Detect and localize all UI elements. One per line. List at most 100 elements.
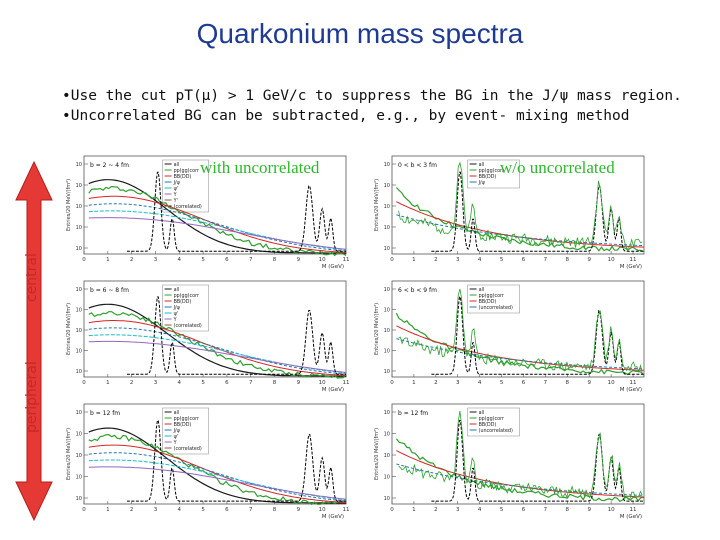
x-tick-label: 7 — [249, 380, 253, 386]
legend-entry: BB(DD) — [479, 174, 497, 180]
legend-entry: (uncorrelated) — [479, 428, 513, 434]
x-tick-label: 0 — [390, 507, 394, 513]
y-tick-label: 10 — [384, 453, 390, 459]
x-tick-label: 7 — [544, 380, 548, 386]
y-tick-label: 10 — [76, 349, 82, 355]
x-tick-label: 1 — [106, 507, 110, 513]
x-tick-label: 6 — [522, 380, 526, 386]
x-tick-label: 0 — [82, 380, 86, 386]
x-tick-label: 5 — [500, 257, 504, 263]
x-tick-label: 4 — [178, 257, 182, 263]
legend-entry: pp(gg)corr — [174, 293, 199, 299]
y-tick-label: 10 — [384, 246, 390, 252]
plot-condition-label: 0 < b < 3 fm — [398, 162, 437, 169]
x-tick-label: 8 — [273, 507, 277, 513]
bullet-list: •Use the cut pT(μ) > 1 GeV/c to suppress… — [62, 86, 682, 126]
x-tick-label: 10 — [608, 507, 615, 513]
plot-frame — [83, 280, 347, 378]
legend-entry: pp(gg)corr — [174, 168, 199, 174]
plot-ylabel: Entries/20 MeV/(fm²) — [66, 179, 72, 231]
plot-mid-right: Entries/20 MeV/(fm²) 0 1 2 3 4 5 6 7 8 9 10 11 M (GeV… — [370, 275, 652, 393]
peripheral-label: peripheral — [24, 361, 40, 433]
x-tick-label: 11 — [630, 507, 637, 513]
x-tick-label: 3 — [154, 380, 158, 386]
x-tick-label: 5 — [201, 257, 205, 263]
legend-entry: pp(gg)corr — [479, 168, 504, 174]
plot-svg-mid-left: Entries/20 MeV/(fm²) 0 1 2 3 4 5 6 7 8 9 10 11M (GeV… — [66, 280, 350, 393]
resonance-peaks — [126, 296, 346, 375]
x-tick-label: 10 — [608, 257, 615, 263]
plot-periph-right: Entries/20 MeV/(fm²) 0 1 2 3 4 5 6 7 8 9 10 11 M (GeV… — [370, 398, 652, 520]
series-line — [396, 214, 644, 247]
legend-box — [162, 159, 209, 213]
y-tick-label: 10 — [384, 496, 390, 502]
x-tick-label: 7 — [249, 507, 253, 513]
legend-entry: BB(DD) — [479, 422, 497, 428]
plot-ylabel: Entries/20 MeV/(fm²) — [374, 428, 380, 480]
plot-frame — [83, 155, 347, 255]
y-tick-label: 10 — [76, 410, 82, 416]
plot-mid-left: Entries/20 MeV/(fm²) 0 1 2 3 4 5 6 7 8 9 10 11 M (GeV… — [62, 275, 354, 393]
legend-entry: (correlated) — [174, 446, 202, 452]
x-tick-label: 5 — [500, 380, 504, 386]
legend-entry: (uncorrelated) — [479, 305, 513, 311]
resonance-peaks — [126, 420, 346, 502]
legend-entry: all — [174, 162, 180, 168]
y-tick-label: 10 — [384, 369, 390, 375]
y-tick-label: 10 — [76, 475, 82, 481]
x-tick-label: 4 — [478, 380, 482, 386]
data-histogram — [398, 410, 643, 501]
y-tick-label: 10 — [76, 369, 82, 375]
x-tick-label: 5 — [201, 380, 205, 386]
x-tick-label: 4 — [478, 257, 482, 263]
x-tick-label: 7 — [249, 257, 253, 263]
x-tick-label: 9 — [297, 257, 301, 263]
plot-svg-periph-left: Entries/20 MeV/(fm²) 0 1 2 3 4 5 6 7 8 9 10 11M (GeV… — [66, 403, 350, 520]
series-line — [88, 311, 347, 379]
legend-box — [467, 284, 520, 314]
x-tick-label: 3 — [456, 507, 460, 513]
y-tick-label: 10 — [384, 475, 390, 481]
x-tick-label: 5 — [201, 507, 205, 513]
plot-condition-label: 6 < b < 9 fm — [398, 287, 437, 294]
legend-entry: all — [479, 162, 485, 168]
x-tick-label: 11 — [343, 257, 350, 263]
plot-condition-label: b = 12 fm — [398, 410, 428, 417]
plot-ylabel: Entries/20 MeV/(fm²) — [374, 179, 380, 231]
series-line — [88, 466, 347, 500]
legend-entry: pp(gg)corr — [174, 416, 199, 422]
plot-xlabel: M (GeV) — [620, 264, 642, 270]
y-tick-label: 10 — [76, 204, 82, 210]
x-tick-label: 9 — [587, 380, 591, 386]
x-tick-label: 11 — [343, 380, 350, 386]
series-line — [88, 327, 347, 375]
y-tick-label: 10 — [384, 328, 390, 334]
x-tick-label: 10 — [319, 257, 326, 263]
plot-svg-central-right: Entries/20 MeV/(fm²) 0 1 2 3 4 5 6 7 8 9 10 11M (GeV… — [374, 155, 645, 270]
plot-svg-mid-right: Entries/20 MeV/(fm²) 0 1 2 3 4 5 6 7 8 9 10 11M (GeV… — [374, 280, 645, 393]
y-tick-label: 10 — [76, 328, 82, 334]
x-tick-label: 2 — [130, 257, 134, 263]
plot-condition-label: b = 2 ~ 4 fm — [90, 162, 129, 169]
x-tick-label: 6 — [522, 257, 526, 263]
plot-central-left: Entries/20 MeV/(fm²) 0 1 2 3 4 5 6 7 8 9 10 11 M (GeV… — [62, 150, 354, 270]
x-tick-label: 7 — [544, 507, 548, 513]
x-tick-label: 3 — [154, 507, 158, 513]
x-tick-label: 10 — [608, 380, 615, 386]
x-tick-label: 2 — [434, 380, 438, 386]
y-tick-label: 10 — [76, 287, 82, 293]
series-line — [88, 195, 347, 253]
y-tick-label: 10 — [76, 453, 82, 459]
data-histogram — [398, 288, 643, 374]
overlay-without-uncorrelated: w/o uncorrelated — [500, 158, 615, 177]
legend-entry: pp(gg)corr — [479, 293, 504, 299]
legend-entry: J/ψ — [173, 305, 180, 311]
resonance-peaks — [431, 296, 644, 375]
y-tick-label: 10 — [384, 183, 390, 189]
x-tick-label: 0 — [390, 257, 394, 263]
x-tick-label: 4 — [178, 380, 182, 386]
legend-entry: Y — [173, 317, 177, 323]
series-line — [88, 179, 346, 254]
x-tick-label: 6 — [225, 380, 229, 386]
plot-ylabel: Entries/20 MeV/(fm²) — [66, 303, 72, 355]
